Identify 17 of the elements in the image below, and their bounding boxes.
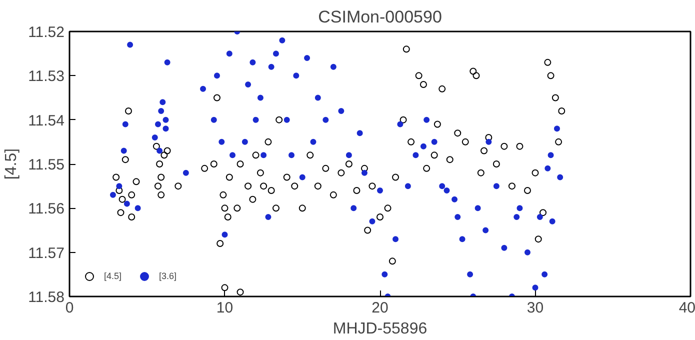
y-axis-title: [4.5] xyxy=(3,148,20,180)
chart-title: CSIMon-000590 xyxy=(318,8,442,26)
y-tick-label: 11.56 xyxy=(28,200,65,218)
y-tick-label: 11.57 xyxy=(28,244,65,262)
x-tick-label: 10 xyxy=(216,300,234,316)
legend-label: [4.5] xyxy=(104,271,123,281)
x-tick-label: 40 xyxy=(678,300,695,316)
y-tick-label: 11.58 xyxy=(28,289,65,306)
legend-label: [3.6] xyxy=(159,271,178,281)
y-tick-label: 11.54 xyxy=(28,112,65,130)
x-axis-title: MHJD-55896 xyxy=(332,320,428,338)
x-tick-label: 20 xyxy=(372,300,388,316)
x-tick-label: 30 xyxy=(526,300,544,316)
x-tick-label: 0 xyxy=(65,300,74,316)
y-tick-label: 11.52 xyxy=(28,24,65,41)
y-tick-label: 11.55 xyxy=(28,156,65,174)
y-tick-label: 11.53 xyxy=(28,68,65,86)
